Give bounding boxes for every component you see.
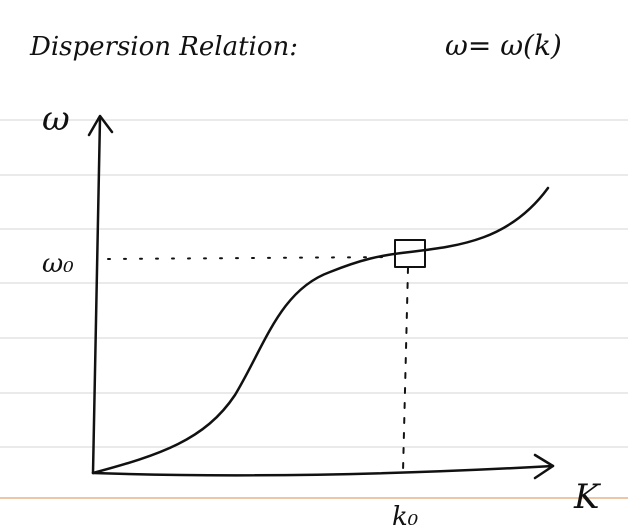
title: Dispersion Relation:	[29, 32, 298, 62]
k0-label: k₀	[392, 502, 419, 531]
axes	[89, 116, 553, 478]
x-axis-label: K	[573, 477, 602, 517]
sketch: Dispersion Relation: ω= ω(k) ω K ω₀ k₀	[0, 0, 628, 531]
equation: ω= ω(k)	[445, 29, 562, 62]
y-axis-label: ω	[42, 99, 70, 139]
k0-guide	[403, 268, 408, 472]
dispersion-curve	[93, 188, 548, 473]
omega0-label: ω₀	[42, 249, 74, 279]
omega0-guide	[108, 257, 395, 259]
